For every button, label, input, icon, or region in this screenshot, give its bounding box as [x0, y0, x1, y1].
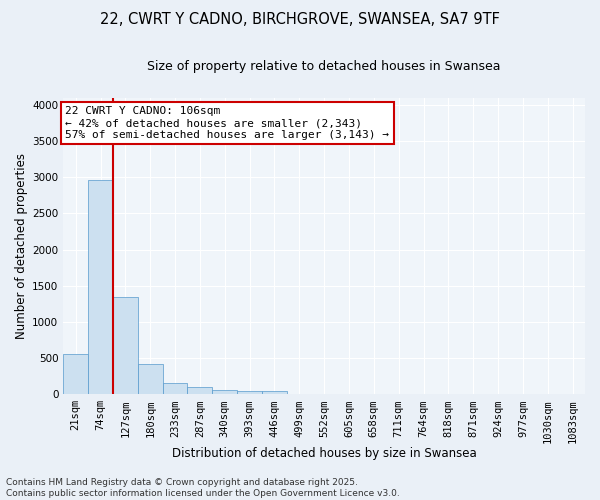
- Bar: [113, 296, 138, 394]
- Title: Size of property relative to detached houses in Swansea: Size of property relative to detached ho…: [148, 60, 501, 73]
- Bar: [237, 391, 262, 394]
- Bar: [88, 180, 113, 394]
- Bar: [63, 354, 88, 394]
- Bar: [138, 364, 163, 394]
- Text: 22, CWRT Y CADNO, BIRCHGROVE, SWANSEA, SA7 9TF: 22, CWRT Y CADNO, BIRCHGROVE, SWANSEA, S…: [100, 12, 500, 28]
- X-axis label: Distribution of detached houses by size in Swansea: Distribution of detached houses by size …: [172, 447, 476, 460]
- Y-axis label: Number of detached properties: Number of detached properties: [15, 153, 28, 339]
- Bar: [262, 391, 287, 394]
- Text: Contains HM Land Registry data © Crown copyright and database right 2025.
Contai: Contains HM Land Registry data © Crown c…: [6, 478, 400, 498]
- Bar: [187, 387, 212, 394]
- Text: 22 CWRT Y CADNO: 106sqm
← 42% of detached houses are smaller (2,343)
57% of semi: 22 CWRT Y CADNO: 106sqm ← 42% of detache…: [65, 106, 389, 140]
- Bar: [163, 382, 187, 394]
- Bar: [212, 390, 237, 394]
